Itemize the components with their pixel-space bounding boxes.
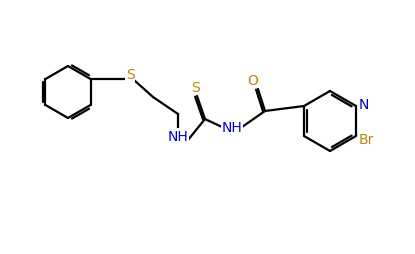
Text: N: N: [359, 98, 369, 112]
Text: Br: Br: [358, 133, 374, 146]
Text: NH: NH: [168, 130, 188, 144]
Text: O: O: [248, 74, 259, 88]
Text: S: S: [190, 81, 199, 95]
Text: S: S: [126, 68, 134, 82]
Text: NH: NH: [222, 121, 242, 134]
